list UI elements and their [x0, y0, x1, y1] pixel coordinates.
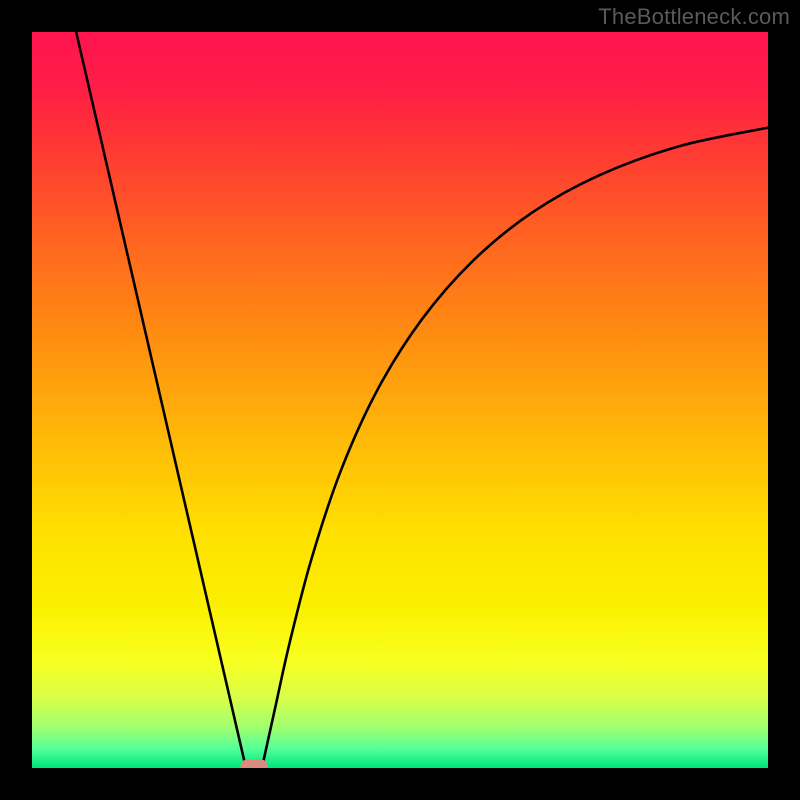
curve-left-branch — [76, 32, 245, 766]
curve-right-branch — [262, 128, 768, 766]
plot-frame — [32, 32, 768, 768]
minimum-marker — [240, 759, 267, 768]
bottleneck-curve — [32, 32, 768, 768]
watermark-text: TheBottleneck.com — [598, 4, 790, 30]
plot-area — [32, 32, 768, 768]
